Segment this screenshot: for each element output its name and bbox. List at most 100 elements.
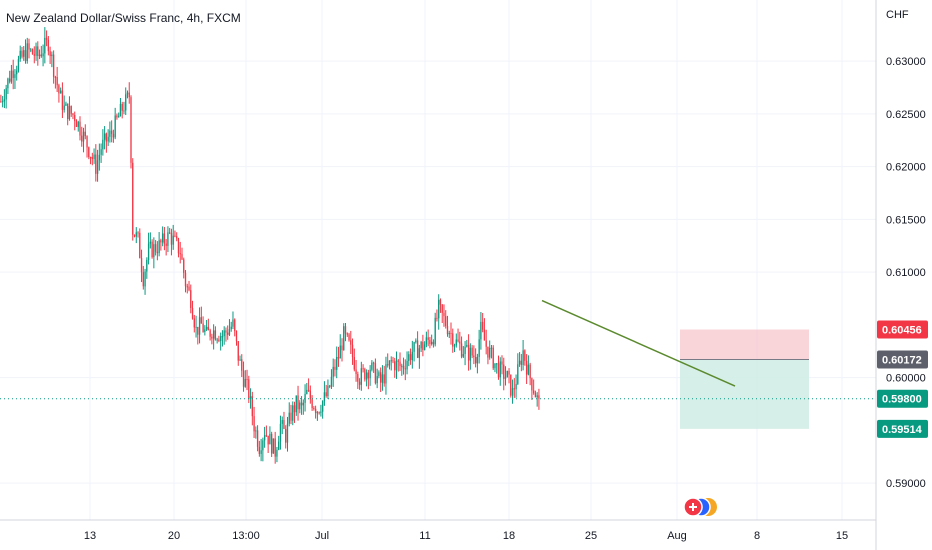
trendline[interactable] bbox=[541, 299, 736, 387]
candle-up bbox=[411, 340, 413, 369]
candle-up bbox=[494, 363, 496, 373]
candle-up bbox=[476, 353, 479, 374]
candle-down bbox=[81, 126, 83, 147]
candle-up bbox=[425, 331, 428, 348]
candle-down bbox=[89, 156, 92, 165]
candle-up bbox=[453, 343, 456, 353]
candle-down bbox=[357, 371, 359, 389]
candle-down bbox=[383, 365, 385, 387]
candle-up bbox=[216, 337, 218, 344]
candle-up bbox=[123, 101, 125, 115]
candle-down bbox=[392, 356, 394, 364]
candle-down bbox=[91, 152, 93, 166]
time-tick-label: 25 bbox=[585, 530, 597, 542]
trendline-group[interactable] bbox=[541, 299, 736, 387]
candle-up bbox=[434, 312, 436, 347]
candle-up bbox=[395, 351, 398, 379]
candle-up bbox=[3, 89, 6, 109]
candle-down bbox=[58, 83, 60, 103]
price-tag: 0.60172 bbox=[877, 350, 928, 369]
candle-down bbox=[137, 231, 139, 238]
candle-down bbox=[473, 345, 475, 365]
svg-text:0.59800: 0.59800 bbox=[882, 394, 922, 406]
candle-down bbox=[353, 348, 355, 372]
candle-down bbox=[170, 228, 173, 256]
candle-up bbox=[153, 237, 155, 269]
candle-down bbox=[188, 280, 190, 292]
price-tick-label: 0.59000 bbox=[886, 478, 926, 490]
price-tick-label: 0.62000 bbox=[886, 162, 926, 174]
candle-down bbox=[183, 257, 185, 279]
candle-up bbox=[144, 268, 146, 295]
candle-up bbox=[44, 27, 46, 64]
candle-down bbox=[84, 124, 86, 140]
candle-down bbox=[88, 146, 90, 160]
candle-down bbox=[105, 132, 108, 153]
candle-up bbox=[522, 339, 524, 371]
time-axis[interactable]: 13 20 13:00 Jul 11 18 25 Aug 8 15 bbox=[84, 530, 848, 542]
candle-up bbox=[464, 341, 466, 366]
price-axis[interactable]: 0.63000 0.62500 0.62000 0.61500 0.61000 0.600… bbox=[886, 56, 926, 490]
candle-up bbox=[462, 346, 464, 359]
candle-down bbox=[510, 374, 512, 398]
candle-down bbox=[242, 361, 245, 392]
candle-up bbox=[63, 95, 65, 113]
candle-down bbox=[364, 367, 366, 382]
candle-down bbox=[427, 329, 429, 347]
candle-down bbox=[235, 330, 238, 346]
svg-text:0.59514: 0.59514 bbox=[882, 424, 923, 436]
svg-text:0.60456: 0.60456 bbox=[882, 325, 922, 337]
candle-up bbox=[14, 69, 16, 90]
candle-down bbox=[165, 239, 167, 256]
candle-down bbox=[218, 335, 220, 343]
candle-down bbox=[267, 435, 269, 453]
candle-down bbox=[140, 249, 143, 283]
candle-up bbox=[223, 326, 225, 345]
candle-down bbox=[481, 312, 484, 333]
candle-down bbox=[47, 36, 50, 56]
candle-down bbox=[154, 240, 157, 256]
candle-up bbox=[149, 232, 152, 249]
candle-down bbox=[513, 378, 515, 398]
candle-up bbox=[30, 47, 32, 53]
candle-down bbox=[520, 353, 523, 372]
candle-up bbox=[288, 402, 290, 427]
candle-up bbox=[423, 341, 426, 351]
candle-down bbox=[179, 241, 181, 264]
candle-up bbox=[469, 343, 472, 370]
candle-up bbox=[135, 227, 137, 244]
event-icons[interactable] bbox=[683, 497, 717, 517]
candle-up bbox=[102, 129, 104, 156]
candle-up bbox=[269, 426, 271, 445]
candle-down bbox=[225, 327, 227, 342]
candle-down bbox=[372, 361, 375, 373]
candle-up bbox=[378, 370, 380, 379]
candle-up bbox=[19, 45, 21, 62]
candle-up bbox=[158, 232, 160, 257]
time-tick-label: 20 bbox=[168, 530, 180, 542]
risk-zone[interactable] bbox=[680, 329, 809, 360]
candle-down bbox=[163, 227, 166, 251]
candle-down bbox=[318, 411, 320, 415]
candle-up bbox=[125, 87, 127, 116]
candle-up bbox=[119, 97, 122, 117]
time-tick-label: Jul bbox=[315, 530, 329, 542]
candle-down bbox=[432, 339, 435, 348]
position-box[interactable] bbox=[680, 329, 809, 429]
candle-up bbox=[371, 360, 373, 372]
candle-down bbox=[471, 345, 473, 359]
candle-down bbox=[186, 283, 188, 294]
candle-down bbox=[31, 48, 34, 55]
candle-down bbox=[311, 395, 313, 411]
candle-down bbox=[394, 357, 396, 378]
candle-up bbox=[255, 426, 257, 439]
candle-up bbox=[504, 366, 507, 386]
candle-down bbox=[459, 331, 461, 351]
candle-down bbox=[156, 241, 159, 261]
candle-down bbox=[0, 94, 2, 103]
candle-up bbox=[420, 340, 422, 352]
time-tick-label: 13 bbox=[84, 530, 96, 542]
candle-up bbox=[306, 382, 308, 395]
